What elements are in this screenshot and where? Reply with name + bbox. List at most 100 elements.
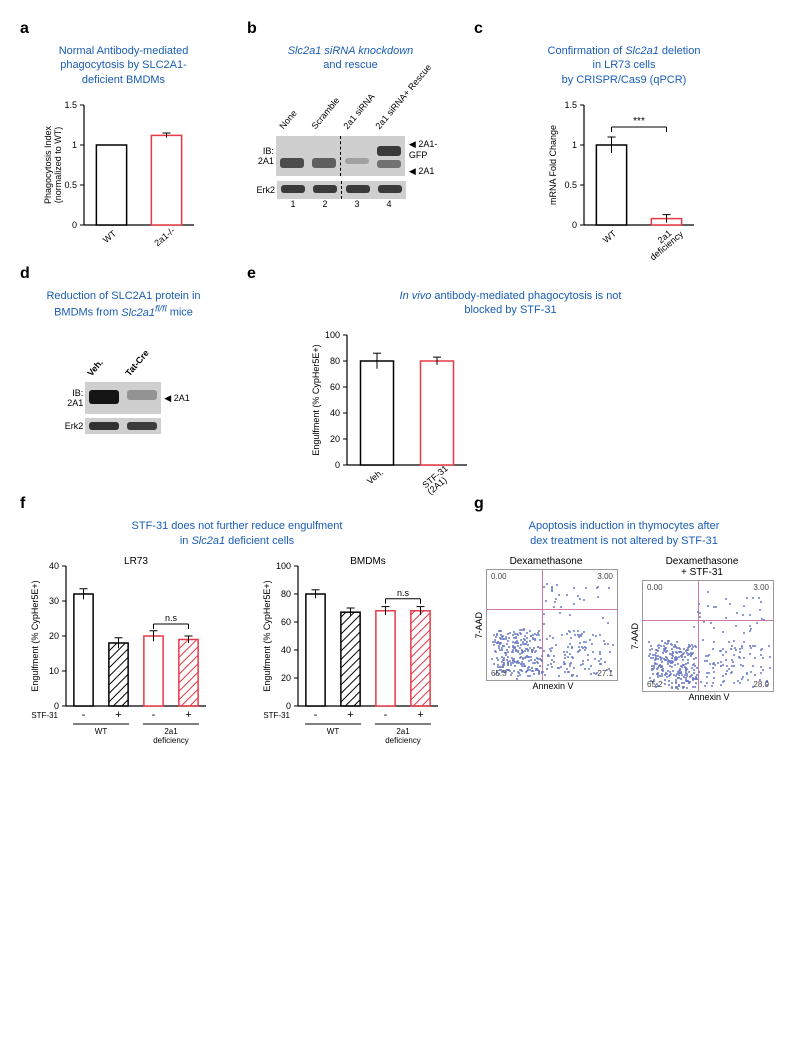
panel-a-chart: 0 0.5 1 1.5 Phagocytosis Index(normalized to… [44, 95, 204, 235]
t: in LR73 cells [593, 59, 656, 71]
panel-c-label: c [474, 20, 774, 38]
t: STF-31 does not further reduce engulfmen… [132, 520, 343, 532]
figure-grid: a Normal Antibody-mediated phagocytosis … [20, 20, 774, 702]
t: blocked by STF-31 [464, 304, 556, 316]
panel-f-title: STF-31 does not further reduce engulfmen… [20, 519, 454, 548]
svg-text:+: + [115, 709, 121, 721]
svg-text:100: 100 [325, 330, 340, 340]
svg-text:80: 80 [330, 356, 340, 366]
svg-text:Engulfment (% CypHer5E+): Engulfment (% CypHer5E+) [30, 580, 40, 691]
t: dex treatment is not altered by STF-31 [530, 535, 718, 547]
t: Reduction of SLC2A1 protein in [46, 290, 200, 302]
t: Slc2a1 siRNA knockdown [288, 45, 414, 57]
svg-text:1: 1 [572, 140, 577, 150]
svg-text:WT: WT [327, 727, 340, 736]
panel-a-title: Normal Antibody-mediated phagocytosis by… [20, 44, 227, 87]
svg-text:-: - [152, 709, 156, 721]
svg-text:deficiency: deficiency [385, 736, 421, 745]
svg-text:1: 1 [71, 140, 76, 150]
svg-text:Phagocytosis Index(normalized: Phagocytosis Index(normalized to WT) [43, 125, 63, 204]
panel-c-title: Confirmation of Slc2a1 deletion in LR73 … [474, 44, 774, 87]
panel-f-subplots: 010203040Engulfment (% CypHer5E+)n.s-+-+… [20, 556, 454, 696]
svg-text:0: 0 [71, 220, 76, 230]
t: in Slc2a1 deficient cells [180, 535, 294, 547]
t: phagocytosis by SLC2A1- [60, 59, 187, 71]
svg-text:WT: WT [100, 228, 118, 245]
panel-c-chart: 00.511.5mRNA Fold Change***WT2a1deficien… [544, 95, 704, 235]
svg-text:LR73: LR73 [124, 556, 148, 567]
svg-text:100: 100 [276, 561, 291, 571]
panel-e: e In vivo antibody-mediated phagocytosis… [247, 265, 774, 466]
svg-text:Veh.: Veh. [365, 468, 385, 487]
svg-text:40: 40 [281, 645, 291, 655]
panel-b-blot: NoneScramble2a1 siRNA2a1 siRNA+ RescueIB… [247, 81, 454, 209]
svg-text:0.5: 0.5 [564, 180, 577, 190]
svg-text:2a1: 2a1 [164, 727, 178, 736]
svg-text:0: 0 [54, 701, 59, 711]
svg-text:1.5: 1.5 [64, 100, 77, 110]
svg-text:STF-31: STF-31 [31, 711, 58, 720]
panel-g-label: g [474, 495, 774, 513]
svg-text:40: 40 [330, 408, 340, 418]
panel-e-title: In vivo antibody-mediated phagocytosis i… [247, 289, 774, 318]
t: deficient BMDMs [82, 74, 165, 86]
t: Normal Antibody-mediated [59, 45, 189, 57]
panel-g-scatter-row: Dexamethasone7-AAD0.003.0065.327.1Annexi… [474, 556, 774, 702]
panel-f-bmdm: 020406080100Engulfment (% CypHer5E+)n.s-… [258, 556, 448, 696]
svg-text:80: 80 [281, 589, 291, 599]
t: Confirmation of Slc2a1 deletion [548, 45, 701, 57]
panel-a: a Normal Antibody-mediated phagocytosis … [20, 20, 227, 235]
panel-d: d Reduction of SLC2A1 protein in BMDMs f… [20, 265, 227, 466]
svg-text:Engulfment (% CypHer5E+): Engulfment (% CypHer5E+) [262, 580, 272, 691]
svg-text:WT: WT [601, 228, 619, 245]
svg-text:n.s: n.s [165, 613, 178, 623]
panel-c: c Confirmation of Slc2a1 deletion in LR7… [474, 20, 774, 235]
svg-text:30: 30 [49, 596, 59, 606]
svg-text:+: + [185, 709, 191, 721]
svg-text:0: 0 [572, 220, 577, 230]
t: In vivo antibody-mediated phagocytosis i… [400, 290, 622, 302]
svg-text:n.s: n.s [397, 588, 410, 598]
panel-d-label: d [20, 265, 227, 283]
svg-text:BMDMs: BMDMs [350, 556, 386, 567]
panel-f-lr73: 010203040Engulfment (% CypHer5E+)n.s-+-+… [26, 556, 216, 696]
panel-d-blot: Veh.Tat-CreIB: 2A1◀ 2A1Erk2 [57, 338, 189, 434]
t: Apoptosis induction in thymocytes after [529, 520, 720, 532]
svg-text:2a1-/-: 2a1-/- [152, 225, 176, 248]
svg-text:0: 0 [335, 460, 340, 470]
panel-b-label: b [247, 20, 454, 38]
panel-e-chart: 020406080100Engulfment (% CypHer5E+)Veh.… [307, 325, 477, 465]
svg-text:STF-31: STF-31 [263, 711, 290, 720]
svg-text:***: *** [633, 116, 645, 127]
svg-text:0: 0 [286, 701, 291, 711]
panel-a-label: a [20, 20, 227, 38]
t: by CRISPR/Cas9 (qPCR) [562, 74, 687, 86]
svg-text:-: - [82, 709, 86, 721]
svg-text:60: 60 [330, 382, 340, 392]
svg-text:-: - [314, 709, 318, 721]
svg-text:mRNA Fold Change: mRNA Fold Change [548, 125, 558, 205]
panel-g-title: Apoptosis induction in thymocytes after … [474, 519, 774, 548]
panel-e-label: e [247, 265, 774, 283]
panel-d-title: Reduction of SLC2A1 protein in BMDMs fro… [20, 289, 227, 320]
svg-text:20: 20 [281, 673, 291, 683]
svg-text:2a1: 2a1 [396, 727, 410, 736]
svg-text:20: 20 [330, 434, 340, 444]
t: and rescue [323, 59, 377, 71]
svg-text:1.5: 1.5 [564, 100, 577, 110]
panel-g: g Apoptosis induction in thymocytes afte… [474, 495, 774, 702]
svg-text:+: + [347, 709, 353, 721]
svg-text:20: 20 [49, 631, 59, 641]
svg-text:deficiency: deficiency [153, 736, 189, 745]
svg-text:WT: WT [95, 727, 108, 736]
svg-text:60: 60 [281, 617, 291, 627]
svg-text:10: 10 [49, 666, 59, 676]
panel-b: b Slc2a1 siRNA knockdown and rescue None… [247, 20, 454, 235]
panel-f: f STF-31 does not further reduce engulfm… [20, 495, 454, 702]
svg-text:40: 40 [49, 561, 59, 571]
svg-text:-: - [384, 709, 388, 721]
svg-text:0.5: 0.5 [64, 180, 77, 190]
t: BMDMs from Slc2a1fl/fl mice [54, 307, 193, 319]
svg-text:Engulfment (% CypHer5E+): Engulfment (% CypHer5E+) [311, 345, 321, 456]
svg-text:+: + [417, 709, 423, 721]
